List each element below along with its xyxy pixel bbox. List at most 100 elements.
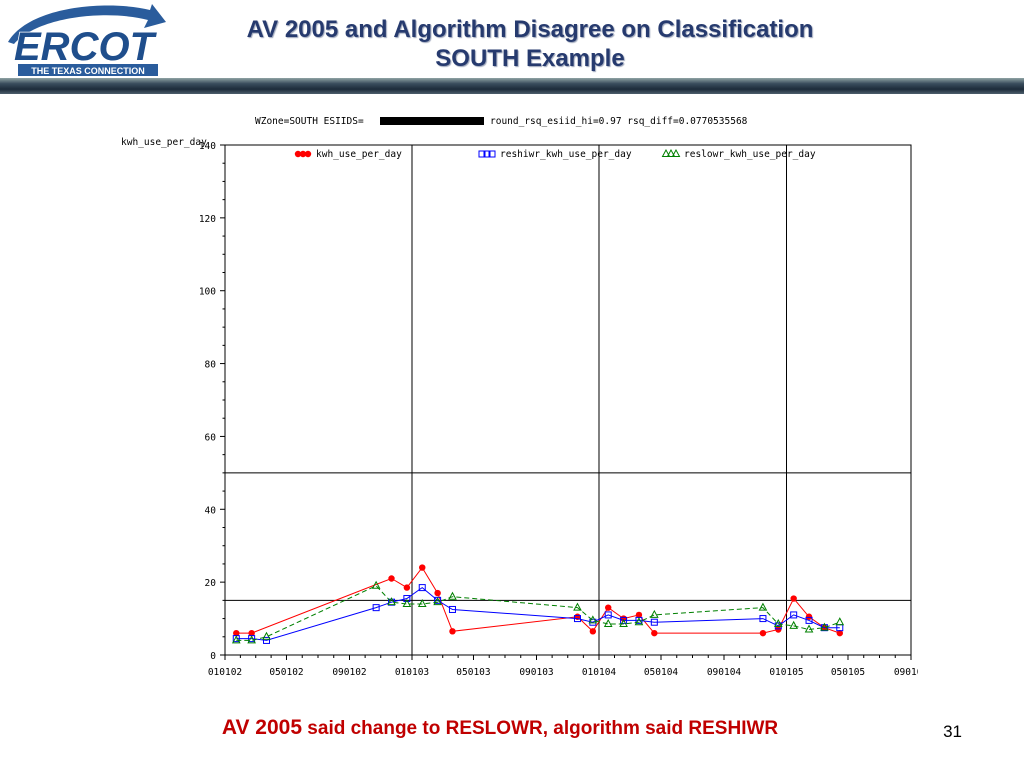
chart-title-suffix: round_rsq_esiid_hi=0.97 rsq_diff=0.07705…	[490, 116, 748, 127]
data-point-reslowr-kwh-use-per-day	[835, 617, 845, 626]
data-point-reshiwr-kwh-use-per-day	[573, 615, 581, 623]
caption-rest: said change to RESLOWR, algorithm said R…	[302, 718, 779, 739]
data-point-reslowr-kwh-use-per-day	[634, 617, 644, 626]
y-tick-label: 20	[205, 578, 217, 589]
data-point-reslowr-kwh-use-per-day	[649, 609, 659, 618]
data-point-kwh-use-per-day	[805, 613, 813, 620]
data-point-reslowr-kwh-use-per-day	[262, 631, 271, 640]
data-point-reslowr-kwh-use-per-day	[773, 618, 783, 628]
data-point-kwh-use-per-day	[449, 628, 456, 635]
x-tick-label: 090105	[894, 667, 918, 678]
data-point-reslowr-kwh-use-per-day	[758, 602, 768, 611]
ercot-logo: ERCOT THE TEXAS CONNECTION	[8, 4, 166, 76]
data-point-kwh-use-per-day	[635, 611, 643, 619]
y-tick-label: 120	[199, 214, 216, 225]
y-tick-label: 80	[205, 360, 217, 371]
data-point-reslowr-kwh-use-per-day	[588, 615, 598, 624]
slide-title-line1: AV 2005 and Algorithm Disagree on Classi…	[246, 16, 814, 43]
data-point-kwh-use-per-day	[775, 626, 782, 633]
data-point-reslowr-kwh-use-per-day	[247, 635, 256, 644]
data-point-reslowr-kwh-use-per-day	[433, 597, 442, 606]
logo-swoosh-arc	[8, 4, 166, 44]
data-point-reshiwr-kwh-use-per-day	[650, 618, 658, 626]
data-point-reslowr-kwh-use-per-day	[371, 580, 381, 589]
x-tick-label: 050102	[269, 667, 303, 678]
data-point-kwh-use-per-day	[651, 629, 658, 637]
data-point-kwh-use-per-day	[388, 575, 395, 582]
data-point-kwh-use-per-day	[790, 595, 797, 602]
data-point-reslowr-kwh-use-per-day	[448, 591, 457, 600]
series-line-reslowr-kwh-use-per-day	[236, 585, 840, 641]
kwh-line-chart: WZone=SOUTH ESIIDS= round_rsq_esiid_hi=0…	[121, 116, 918, 678]
data-point-kwh-use-per-day	[589, 628, 597, 635]
x-tick-label: 090104	[707, 667, 742, 678]
data-point-reshiwr-kwh-use-per-day	[418, 584, 426, 592]
data-point-kwh-use-per-day	[419, 564, 426, 571]
legend-marker	[299, 150, 307, 158]
data-point-reshiwr-kwh-use-per-day	[790, 611, 798, 619]
data-point-reshiwr-kwh-use-per-day	[372, 604, 380, 612]
header-banner	[0, 78, 1024, 94]
data-point-reshiwr-kwh-use-per-day	[448, 605, 456, 613]
caption-lead: AV 2005	[221, 716, 303, 739]
x-tick-label: 010105	[769, 667, 803, 678]
data-point-reshiwr-kwh-use-per-day	[604, 611, 612, 619]
y-tick-label: 140	[199, 141, 216, 152]
page-number: 31	[943, 722, 962, 741]
legend-item-reslowr-kwh-use-per-day: reslowr_kwh_use_per_day	[661, 148, 816, 160]
y-tick-label: 40	[205, 505, 217, 516]
data-point-reslowr-kwh-use-per-day	[231, 635, 241, 644]
data-point-reslowr-kwh-use-per-day	[804, 624, 814, 633]
data-point-reslowr-kwh-use-per-day	[417, 598, 427, 607]
legend-marker	[671, 148, 681, 157]
y-tick-label: 100	[199, 287, 216, 298]
legend-label: reshiwr_kwh_use_per_day	[500, 149, 632, 160]
legend-label: reslowr_kwh_use_per_day	[684, 149, 816, 160]
legend-label: kwh_use_per_day	[316, 149, 402, 160]
legend-marker	[488, 150, 496, 158]
legend-marker	[304, 150, 312, 158]
y-tick-label: 60	[205, 432, 217, 443]
x-tick-label: 050105	[831, 667, 865, 678]
legend-marker	[483, 150, 491, 158]
x-tick-label: 090102	[332, 667, 366, 678]
data-point-reshiwr-kwh-use-per-day	[262, 636, 270, 644]
data-point-kwh-use-per-day	[434, 589, 441, 597]
data-point-reshiwr-kwh-use-per-day	[805, 616, 813, 624]
plot-frame	[224, 144, 912, 656]
data-point-reslowr-kwh-use-per-day	[387, 597, 396, 606]
data-point-kwh-use-per-day	[248, 629, 255, 637]
data-point-kwh-use-per-day	[605, 604, 612, 611]
logo-tagline: THE TEXAS CONNECTION	[31, 66, 145, 76]
legend-marker	[294, 150, 302, 158]
data-point-reshiwr-kwh-use-per-day	[759, 615, 767, 623]
data-point-kwh-use-per-day	[759, 629, 767, 637]
data-point-reslowr-kwh-use-per-day	[619, 618, 628, 628]
x-tick-label: 050103	[456, 667, 490, 678]
logo-wordmark: ERCOT	[14, 25, 158, 69]
chart-title-prefix: WZone=SOUTH ESIIDS=	[255, 116, 364, 127]
legend-marker	[661, 148, 671, 157]
data-point-reshiwr-kwh-use-per-day	[620, 616, 628, 624]
slide-title: AV 2005 and Algorithm Disagree on Classi…	[190, 15, 870, 73]
legend-item-reshiwr-kwh-use-per-day: reshiwr_kwh_use_per_day	[478, 149, 632, 160]
legend-item-kwh-use-per-day: kwh_use_per_day	[294, 149, 402, 160]
data-point-kwh-use-per-day	[403, 584, 411, 591]
data-point-reslowr-kwh-use-per-day	[573, 602, 582, 611]
legend-marker	[478, 150, 486, 158]
redacted-esiid-bar	[380, 117, 484, 125]
series-reslowr-kwh-use-per-day	[231, 580, 845, 644]
x-tick-label: 090103	[519, 667, 553, 678]
data-point-reshiwr-kwh-use-per-day	[403, 595, 411, 603]
legend-marker	[666, 148, 676, 157]
series-reshiwr-kwh-use-per-day	[232, 584, 844, 644]
series-line-reshiwr-kwh-use-per-day	[236, 586, 840, 641]
y-tick-label: 0	[210, 651, 216, 662]
data-point-kwh-use-per-day	[233, 629, 240, 637]
slide-caption: AV 2005 said change to RESLOWR, algorith…	[0, 716, 1000, 740]
slide-title-line2: SOUTH Example	[435, 45, 625, 72]
data-point-kwh-use-per-day	[836, 629, 843, 637]
x-tick-label: 010104	[582, 667, 617, 678]
data-point-reslowr-kwh-use-per-day	[820, 622, 829, 631]
x-tick-label: 010103	[395, 667, 429, 678]
